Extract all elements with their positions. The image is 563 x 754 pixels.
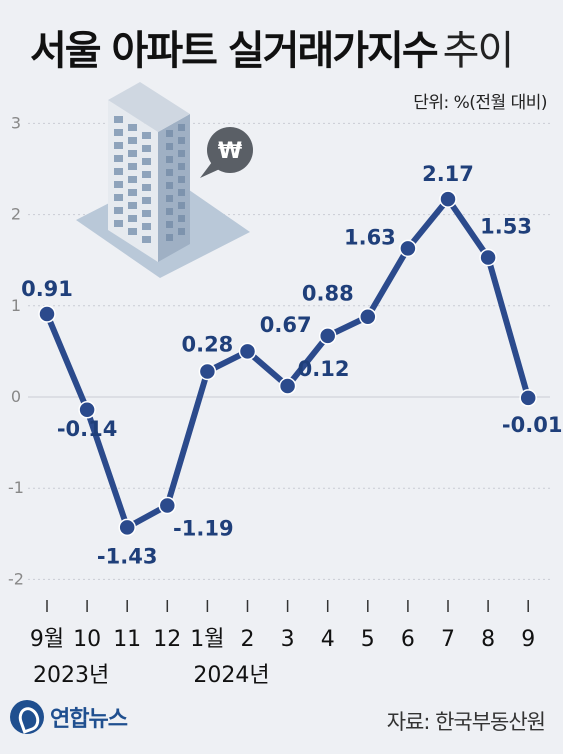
logo-text: 연합뉴스 — [50, 707, 128, 732]
x-tick-label: 8 — [481, 627, 495, 652]
data-point — [318, 327, 337, 345]
data-label: 2.17 — [422, 162, 474, 186]
data-points — [38, 190, 537, 537]
data-point — [198, 362, 217, 381]
data-label: 0.28 — [181, 332, 233, 356]
x-tick-label: 4 — [321, 627, 335, 652]
y-tick-label: -1 — [8, 478, 24, 497]
yonhap-logo: 연합뉴스 — [10, 700, 128, 734]
x-tick-label: 1월 — [190, 627, 224, 652]
data-label: -0.14 — [57, 417, 118, 441]
data-point — [278, 377, 297, 395]
x-tick-label: 5 — [361, 627, 375, 652]
unit-label: 단위: %(전월 대비) — [413, 93, 547, 113]
x-tick-label: 12 — [153, 627, 181, 652]
apartment-building-icon — [76, 82, 250, 278]
x-tick-label: 9 — [521, 627, 535, 652]
x-tick-label: 7 — [441, 627, 455, 652]
y-tick-label: 2 — [11, 205, 21, 224]
data-point — [118, 518, 136, 537]
data-point — [399, 239, 417, 258]
data-point — [78, 401, 96, 419]
x-tick-label: 9월 — [30, 627, 64, 652]
title-light: 추이 — [442, 28, 515, 74]
data-label: 0.88 — [302, 282, 354, 306]
title-main: 서울 아파트 실거래가지수 — [30, 28, 439, 74]
y-tick-label: 3 — [11, 113, 21, 132]
page-title: 서울 아파트 실거래가지수 추이 — [30, 18, 515, 76]
data-label: 1.63 — [344, 225, 396, 249]
won-speech-bubble-icon: ₩ — [200, 127, 253, 178]
won-symbol: ₩ — [218, 139, 242, 164]
y-tick-label: 0 — [11, 387, 21, 406]
year-label: 2023년 — [33, 663, 109, 688]
x-tick-label: 6 — [401, 627, 415, 652]
x-tick-label: 10 — [73, 627, 101, 652]
x-tick-label: 3 — [281, 627, 295, 652]
y-tick-label: -2 — [8, 569, 24, 588]
data-label: -1.19 — [173, 517, 234, 541]
year-label: 2024년 — [193, 663, 269, 688]
x-tick-label: 11 — [113, 627, 141, 652]
x-tick-label: 2 — [241, 627, 255, 652]
data-point — [359, 307, 377, 326]
axis: 9월 10 11 12 1월 2 3 4 5 6 7 8 9 2023년 2024년 — [30, 600, 535, 688]
data-label: 1.53 — [480, 214, 532, 238]
data-point — [439, 190, 457, 208]
data-label: -1.43 — [97, 544, 158, 568]
data-label: -0.01 — [502, 413, 563, 437]
data-point — [479, 248, 497, 267]
yonhap-logo-icon — [10, 700, 44, 734]
data-point — [519, 389, 537, 407]
data-point — [238, 342, 257, 361]
data-point — [158, 496, 177, 515]
y-tick-label: 1 — [11, 296, 21, 315]
data-label: 0.12 — [298, 357, 350, 381]
grid-lines: -2 -1 0 1 2 3 — [8, 113, 550, 588]
data-point — [38, 305, 56, 323]
data-labels: 0.91 -0.14 -1.43 -1.19 0.28 0.12 0.67 0.88 1.63 2… — [21, 162, 562, 568]
data-label: 0.91 — [21, 277, 73, 301]
data-label: 0.67 — [260, 313, 312, 337]
source-label: 자료: 한국부동산원 — [386, 710, 546, 734]
